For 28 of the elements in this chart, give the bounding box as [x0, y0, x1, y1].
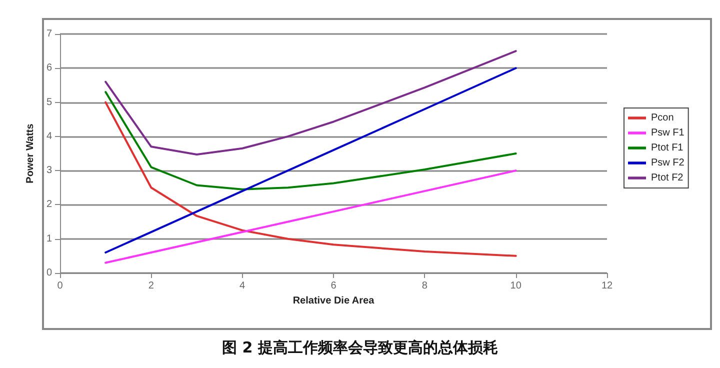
y-tick-label: 7 — [46, 28, 52, 40]
y-tick-label: 4 — [46, 130, 52, 142]
x-tick-label: 6 — [330, 280, 337, 292]
line-series — [104, 101, 517, 257]
y-tick-label: 2 — [46, 199, 52, 210]
y-tick-label: 3 — [46, 165, 52, 176]
y-tick-label: 1 — [46, 233, 52, 244]
x-tick-label: 12 — [601, 280, 613, 292]
x-axis-title: Relative Die Area — [292, 295, 375, 306]
line-series — [104, 91, 517, 190]
y-axis-title: Power Watts — [25, 123, 36, 184]
legend-label: Psw F2 — [651, 158, 685, 168]
x-tick-label: 0 — [57, 280, 64, 292]
legend-label: Pcon — [651, 112, 674, 124]
line-series — [104, 67, 517, 254]
legend-label: Ptot F2 — [651, 172, 684, 184]
text: 图 2 提高工作频率会导致更高的总体损耗 — [222, 338, 498, 356]
x-tick-label: 2 — [148, 280, 154, 292]
legend-label: Psw F1 — [651, 128, 685, 138]
y-tick-label: 5 — [46, 96, 52, 108]
y-tick-label: 6 — [46, 62, 52, 74]
x-tick-label: 10 — [510, 280, 522, 292]
legend-label: Ptot F1 — [651, 142, 684, 154]
x-tick-label: 4 — [240, 280, 246, 292]
line-series — [104, 50, 517, 156]
line-series — [104, 170, 517, 264]
x-tick-label: 8 — [422, 280, 428, 292]
y-tick-label: 0 — [46, 268, 52, 278]
